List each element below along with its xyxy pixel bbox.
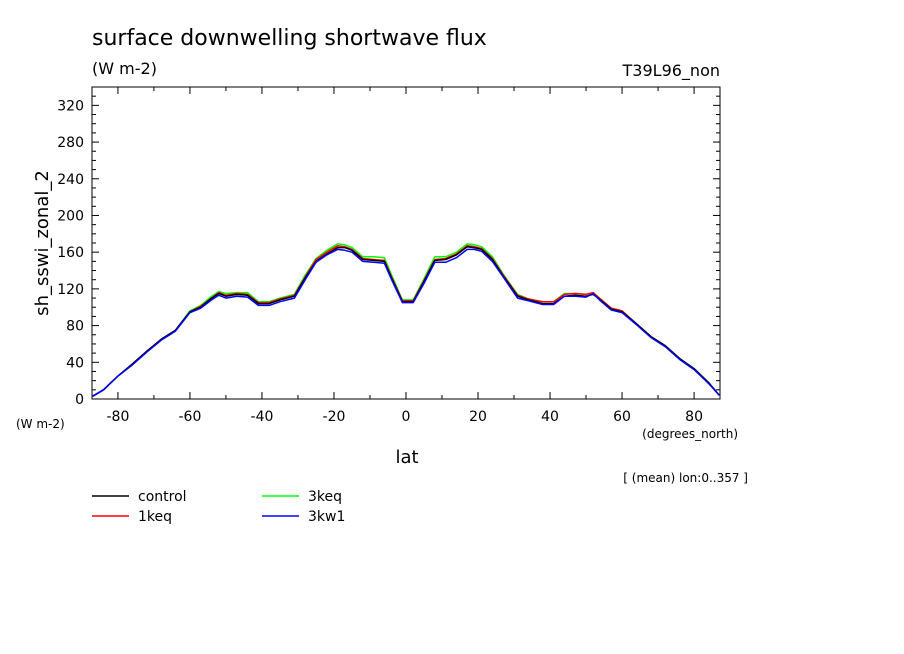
y-tick-label: 120 <box>57 282 84 298</box>
y-axis-units: (W m-2) <box>16 417 65 431</box>
plot-area: 0 40 80 120 160 200 240 280 320 -80 -60 -40 -20 0 20 40… <box>57 86 721 425</box>
series-line-3keq <box>92 243 720 397</box>
y-tick-label: 280 <box>57 135 84 151</box>
chart-title: surface downwelling shortwave flux <box>92 26 487 51</box>
footnote: [ (mean) lon:0..357 ] <box>623 471 748 485</box>
series-line-control <box>92 245 720 397</box>
series-line-3kw1 <box>92 248 720 397</box>
x-tick-label: 20 <box>469 409 487 425</box>
x-tick-label: -40 <box>251 409 274 425</box>
dataset-label: T39L96_non <box>622 61 720 81</box>
y-tick-label: 240 <box>57 172 84 188</box>
chart-subtitle: (W m-2) <box>92 59 157 78</box>
x-axis-label: lat <box>395 447 418 468</box>
x-tick-label: 40 <box>541 409 559 425</box>
x-axis-units: (degrees_north) <box>642 427 738 441</box>
legend-label-control: control <box>138 489 187 505</box>
x-tick-label: 0 <box>402 409 411 425</box>
plot-frame <box>91 86 721 400</box>
y-tick-label: 40 <box>66 355 84 371</box>
x-tick-label: -60 <box>179 409 202 425</box>
x-tick-label: 60 <box>613 409 631 425</box>
y-tick-label: 0 <box>75 392 84 408</box>
legend: control 1keq 3keq 3kw1 <box>92 489 345 525</box>
y-tick-label: 80 <box>66 319 84 335</box>
y-tick-label: 160 <box>57 245 84 261</box>
y-axis-label: sh_sswi_zonal_2 <box>32 170 53 316</box>
x-tick-label: 80 <box>685 409 703 425</box>
legend-label-3kw1: 3kw1 <box>308 509 345 525</box>
series-line-1keq <box>92 245 720 397</box>
legend-label-3keq: 3keq <box>308 489 342 505</box>
x-tick-label: -20 <box>323 409 346 425</box>
x-tick-label: -80 <box>106 409 129 425</box>
y-tick-label: 320 <box>57 98 84 114</box>
legend-label-1keq: 1keq <box>138 509 172 525</box>
y-tick-label: 200 <box>57 208 84 224</box>
